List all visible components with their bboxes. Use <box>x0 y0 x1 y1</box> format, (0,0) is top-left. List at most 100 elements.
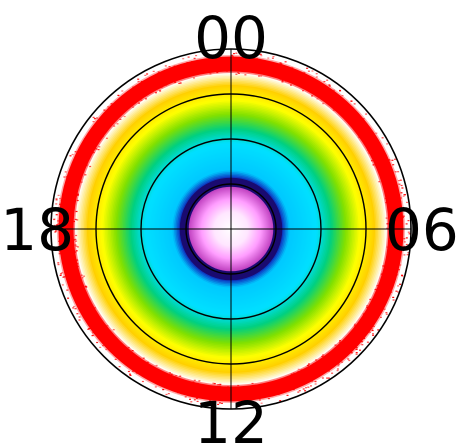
red-dot <box>61 272 64 274</box>
red-dot <box>384 197 387 200</box>
red-dot <box>303 72 306 74</box>
red-dot <box>67 238 70 240</box>
red-dot <box>381 137 384 139</box>
red-dot <box>386 246 389 248</box>
red-dot <box>388 255 391 257</box>
red-dot <box>364 141 367 143</box>
red-dot <box>161 384 164 386</box>
red-dot <box>369 315 371 317</box>
red-dot <box>355 352 358 354</box>
red-dot <box>258 75 260 77</box>
red-dot <box>385 173 388 175</box>
red-dot <box>324 97 327 99</box>
red-dot <box>69 260 71 262</box>
red-dot <box>397 171 400 173</box>
red-dot <box>371 313 374 315</box>
red-dot <box>181 77 184 79</box>
red-dot <box>399 264 402 266</box>
red-dot <box>209 400 211 402</box>
red-dot <box>66 258 69 261</box>
red-dot <box>380 169 383 172</box>
red-dot <box>74 218 77 220</box>
red-dot <box>74 288 77 290</box>
red-dot <box>371 137 374 140</box>
red-dot <box>392 187 395 189</box>
red-dot <box>368 150 371 153</box>
red-dot <box>74 151 77 153</box>
red-dot <box>297 371 300 373</box>
red-dot <box>64 211 67 213</box>
red-dot <box>137 80 140 83</box>
red-dot <box>300 369 303 371</box>
red-dot <box>216 63 219 65</box>
red-dot <box>244 74 247 76</box>
red-dot <box>339 109 342 111</box>
red-dot <box>182 58 185 60</box>
red-dot <box>194 63 197 65</box>
red-dot <box>56 224 59 226</box>
red-dot <box>353 103 356 105</box>
red-dot <box>75 250 78 252</box>
red-dot <box>184 396 187 398</box>
red-dot <box>314 371 316 373</box>
red-dot <box>403 246 406 248</box>
red-dot <box>336 370 339 372</box>
red-dot <box>348 338 351 340</box>
red-dot <box>340 352 343 354</box>
red-dot <box>370 160 373 162</box>
red-dot <box>383 308 386 310</box>
red-dot <box>290 84 292 86</box>
red-dot <box>67 177 70 179</box>
red-dot <box>221 397 223 399</box>
red-dot <box>245 400 248 402</box>
red-dot <box>55 203 58 205</box>
red-dot <box>347 344 350 346</box>
red-dot <box>60 273 63 275</box>
red-dot <box>129 373 131 375</box>
red-dot <box>328 361 331 363</box>
red-dot <box>394 256 397 258</box>
red-dot <box>71 236 73 239</box>
red-dot <box>113 125 116 127</box>
red-dot <box>400 192 403 194</box>
red-dot <box>377 329 380 331</box>
red-dot <box>62 193 65 195</box>
red-dot <box>155 364 158 367</box>
red-dot <box>76 193 79 195</box>
red-dot <box>127 99 130 101</box>
red-dot <box>397 285 400 287</box>
red-dot <box>196 382 199 385</box>
red-dot <box>154 86 157 88</box>
red-dot <box>105 348 108 351</box>
red-dot <box>395 259 398 261</box>
red-dot <box>398 180 400 182</box>
red-dot <box>316 98 319 100</box>
red-dot <box>294 377 297 379</box>
red-dot <box>307 386 310 388</box>
red-dot <box>392 216 395 218</box>
red-dot <box>244 66 247 68</box>
red-dot <box>249 61 252 63</box>
red-dot <box>258 53 261 55</box>
red-dot <box>219 385 222 387</box>
red-dot <box>61 227 64 229</box>
red-dot <box>152 70 155 72</box>
red-dot <box>246 388 249 390</box>
red-dot <box>83 138 86 140</box>
red-dot <box>87 328 90 330</box>
red-dot <box>144 86 147 88</box>
red-dot <box>74 251 77 253</box>
red-dot <box>120 100 123 102</box>
red-dot <box>341 345 344 347</box>
red-dot <box>83 275 85 277</box>
red-dot <box>196 400 199 402</box>
red-dot <box>306 67 309 69</box>
red-dot <box>77 194 80 196</box>
red-dot <box>376 303 379 305</box>
red-dot <box>402 195 405 197</box>
red-dot <box>367 149 369 151</box>
red-dot <box>355 348 358 351</box>
red-dot <box>206 69 209 71</box>
red-dot <box>169 372 171 374</box>
red-dot <box>332 109 335 111</box>
